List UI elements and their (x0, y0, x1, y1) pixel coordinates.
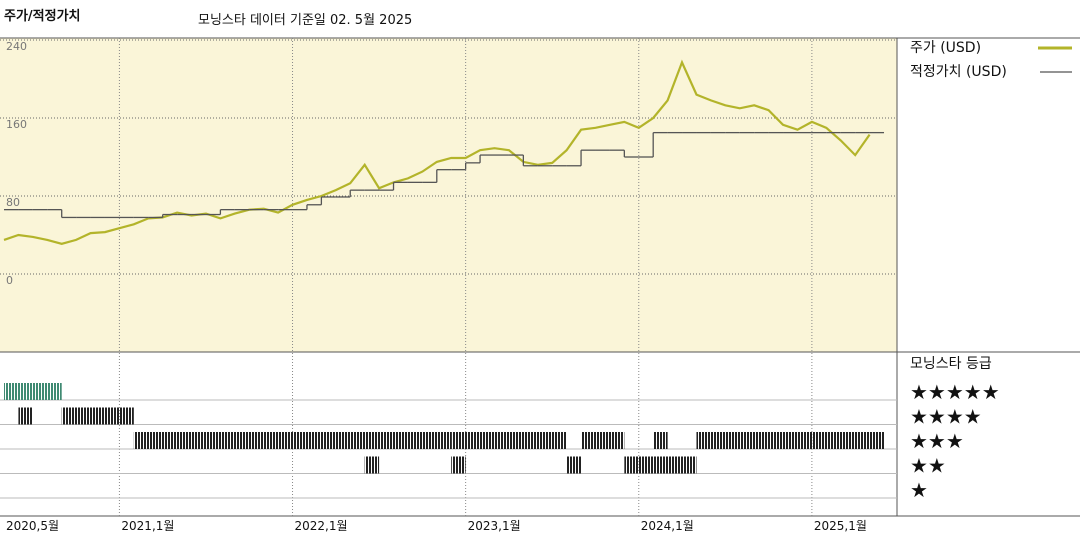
rating-period (653, 432, 668, 449)
x-tick-label: 2020,5월 (6, 519, 59, 533)
rating-period (4, 383, 62, 400)
rating-period (696, 432, 885, 449)
y-tick-label: 240 (6, 40, 27, 53)
y-tick-label: 160 (6, 118, 27, 131)
rating-period (451, 432, 567, 449)
rating-label: ★ (910, 478, 928, 502)
x-tick-label: 2024,1월 (641, 519, 694, 533)
legend-label: 적정가치 (USD) (910, 64, 1007, 80)
rating-period (566, 456, 582, 474)
rating-period (61, 407, 134, 425)
x-tick-label: 2022,1월 (295, 519, 348, 533)
rating-period (624, 456, 639, 474)
rating-label: ★★★★★ (910, 380, 1000, 404)
rating-period (581, 432, 625, 449)
rating-period (638, 456, 697, 474)
rating-label: ★★★ (910, 429, 964, 453)
y-tick-label: 80 (6, 196, 20, 209)
x-tick-label: 2023,1월 (468, 519, 521, 533)
rating-label: ★★★★ (910, 405, 982, 429)
rating-period (133, 432, 452, 449)
chart-title: 주가/적정가치 (4, 8, 81, 24)
y-tick-label: 0 (6, 274, 13, 287)
x-tick-label: 2025,1월 (814, 519, 867, 533)
legend-label: 주가 (USD) (910, 40, 981, 56)
x-tick-label: 2021,1월 (121, 519, 174, 533)
rating-period (364, 456, 380, 474)
chart-subtitle: 모닝스타 데이터 기준일 02. 5월 2025 (198, 13, 412, 28)
plot-background (0, 38, 897, 352)
price-line (3, 59, 871, 245)
rating-period (451, 456, 466, 474)
rating-period (18, 407, 33, 425)
rating-label: ★★ (910, 454, 946, 478)
rating-title: 모닝스타 등급 (910, 356, 992, 372)
